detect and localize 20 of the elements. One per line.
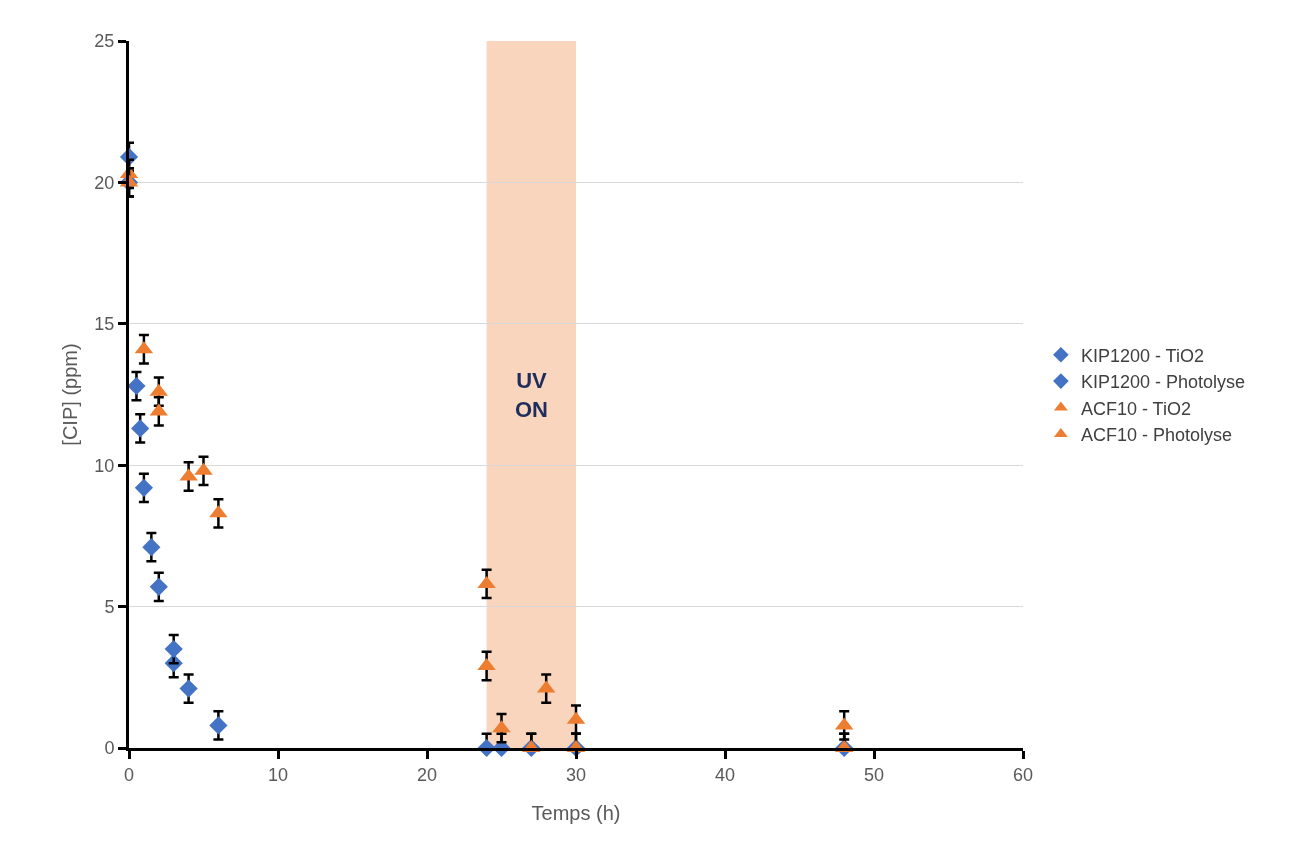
x-tick-label: 40 <box>714 764 736 785</box>
y-tick-label: 15 <box>94 314 115 335</box>
x-tick-label: 0 <box>123 764 135 785</box>
y-tick-label: 5 <box>104 596 115 617</box>
y-tick-label: 20 <box>94 172 115 193</box>
x-tick-label: 10 <box>267 764 289 785</box>
y-tick-label: 10 <box>94 455 115 476</box>
legend-label: KIP1200 - TiO2 <box>1080 345 1204 366</box>
x-tick-label: 30 <box>565 764 587 785</box>
y-tick-label: 0 <box>104 738 115 759</box>
legend-label: ACF10 - TiO2 <box>1080 398 1191 419</box>
x-tick-label: 60 <box>1012 764 1034 785</box>
x-tick-label: 20 <box>416 764 438 785</box>
legend-label: ACF10 - Photolyse <box>1080 424 1232 445</box>
legend-label: KIP1200 - Photolyse <box>1080 372 1245 393</box>
x-tick-label: 50 <box>863 764 885 785</box>
band-label: UV ON <box>515 368 548 422</box>
y-tick-label: 25 <box>94 31 115 52</box>
y-axis-title: [CIP] (ppm) <box>59 343 81 446</box>
x-axis-title: Temps (h) <box>531 802 621 824</box>
